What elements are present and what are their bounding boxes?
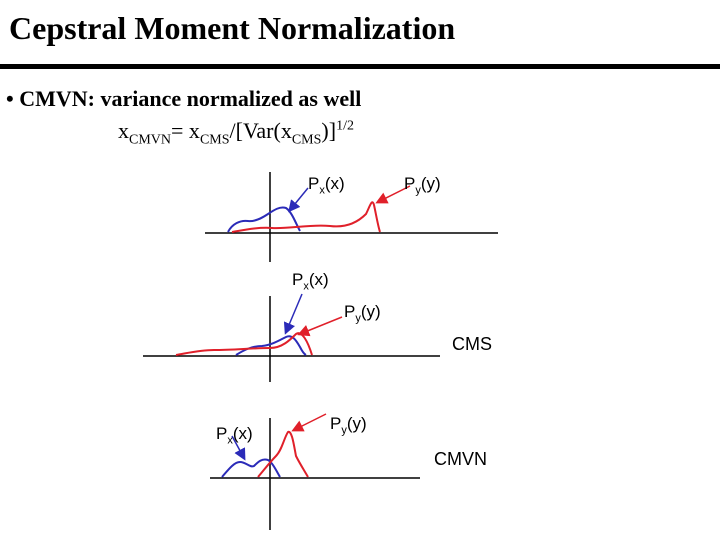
panel1-px-curve [227,206,301,233]
panel3-px-label: Px(x) [216,424,253,447]
panel3-py-arrow [291,413,327,432]
cms-tag: CMS [452,334,492,354]
panel2-px-label: Px(x) [292,270,329,293]
cmvn-formula: xCMVN= xCMS/[Var(xCMS)]1/2 [118,118,354,148]
panel2-px-arrow [283,293,303,335]
cmvn-tag: CMVN [434,449,487,469]
panel1-px-label: Px(x) [308,174,345,197]
panel1-py-arrow [375,185,411,204]
panel-original [205,172,498,262]
panel3-px-curve [221,458,281,478]
panel1-py-curve [231,201,381,233]
panel-cms [143,293,440,382]
panel3-px-arrow [231,435,246,461]
bullet-cmvn: • CMVN: variance normalized as well [6,86,362,111]
panel-cmvn [210,413,420,530]
slide-title: Cepstral Moment Normalization [9,10,456,46]
panel2-px-curve [235,335,307,356]
panel3-py-label: Py(y) [330,414,367,437]
panel2-py-arrow [297,316,343,337]
panel2-py-label: Py(y) [344,302,381,325]
panel1-py-label: Py(y) [404,174,441,197]
panel3-py-curve [257,430,309,478]
panel1-px-arrow [288,187,309,213]
title-rule [0,64,720,69]
